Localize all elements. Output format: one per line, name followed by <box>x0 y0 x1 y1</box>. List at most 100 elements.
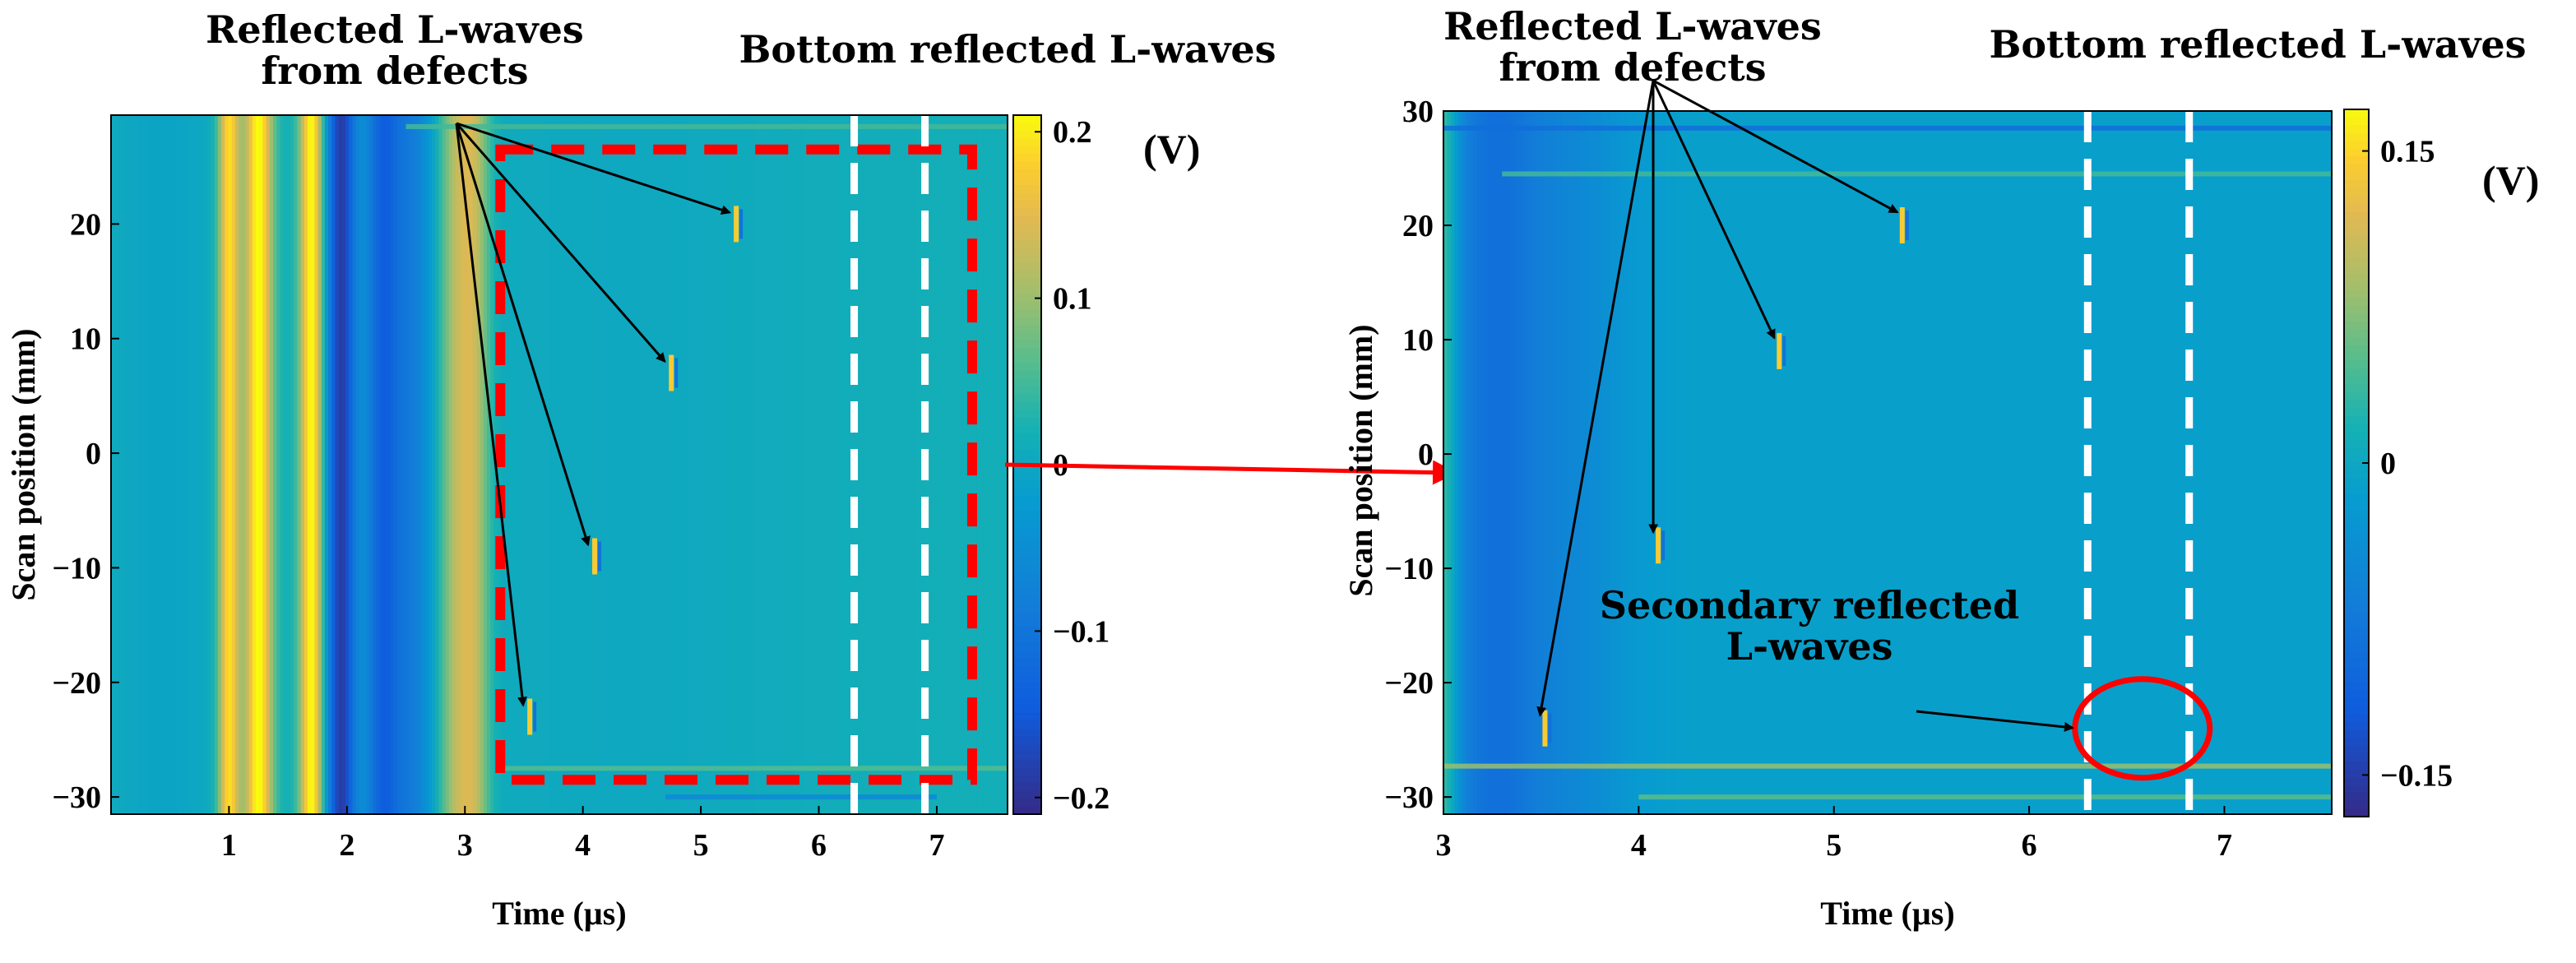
colorbar-segment <box>1013 775 1041 784</box>
heatmap-column <box>1621 111 1626 814</box>
y-tick-label: −20 <box>1384 666 1434 701</box>
colorbar-segment <box>2344 510 2369 519</box>
colorbar-segment <box>1013 200 1041 209</box>
heatmap-column <box>2124 111 2129 814</box>
colorbar-segment <box>1013 689 1041 698</box>
heatmap-column <box>1747 111 1752 814</box>
colorbar-segment <box>1013 790 1041 799</box>
heatmap-streak <box>1502 171 2332 177</box>
colorbar-segment <box>2344 211 2369 220</box>
heatmap-column <box>1654 111 1659 814</box>
heatmap-column <box>428 115 433 814</box>
heatmap-column <box>211 115 215 814</box>
heatmap-column <box>887 115 892 814</box>
colorbar-segment <box>2344 620 2369 629</box>
colorbar-segment <box>2344 525 2369 535</box>
colorbar-segment <box>2344 572 2369 581</box>
heatmap-column <box>290 115 294 814</box>
heatmap-column <box>1706 111 1711 814</box>
colorbar-segment <box>1013 208 1041 217</box>
heatmap-column <box>714 115 719 814</box>
heatmap-column <box>2095 111 2100 814</box>
heatmap-column <box>1513 111 1518 814</box>
colorbar-segment <box>1013 192 1041 201</box>
heatmap-column <box>890 115 895 814</box>
heatmap-column <box>1902 111 1907 814</box>
colorbar-segment <box>1013 371 1041 380</box>
colorbar-segment <box>1013 535 1041 544</box>
heatmap-column <box>2024 111 2029 814</box>
heatmap-column <box>656 115 660 814</box>
heatmap-column <box>1543 111 1548 814</box>
defect-arrow-right <box>1652 79 1899 214</box>
defect-echo-mark <box>734 206 739 243</box>
heatmap-column <box>1684 111 1689 814</box>
colorbar-segment <box>1013 285 1041 294</box>
heatmap-column <box>945 115 950 814</box>
colorbar-segment <box>1013 317 1041 326</box>
heatmap-column <box>269 115 274 814</box>
heatmap-column <box>1876 111 1881 814</box>
heatmap-column <box>2050 111 2055 814</box>
left-colorbar-unit: (V) <box>1143 126 1200 172</box>
colorbar-segment <box>1013 465 1041 474</box>
heatmap-column <box>1895 111 1900 814</box>
colorbar-segment <box>2344 234 2369 244</box>
heatmap-streak <box>500 766 1008 771</box>
heatmap-column <box>303 115 308 814</box>
heatmap-column <box>1558 111 1563 814</box>
heatmap-column <box>697 115 702 814</box>
heatmap-column <box>2147 111 2152 814</box>
colorbar-segment <box>2344 376 2369 386</box>
heatmap-column <box>1521 111 1526 814</box>
x-tick-label: 6 <box>2022 828 2037 863</box>
heatmap-column <box>1832 111 1837 814</box>
heatmap-column <box>1888 111 1893 814</box>
heatmap-column <box>2132 111 2137 814</box>
heatmap-column <box>632 115 636 814</box>
heatmap-column <box>1728 111 1733 814</box>
heatmap-column <box>473 115 477 814</box>
left-x-axis-label: Time (µs) <box>492 895 626 932</box>
heatmap-streak <box>1443 125 2332 131</box>
heatmap-column <box>2135 111 2140 814</box>
heatmap-column <box>1987 111 1992 814</box>
colorbar-segment <box>2344 463 2369 472</box>
heatmap-column <box>600 115 605 814</box>
heatmap-column <box>1666 111 1670 814</box>
heatmap-column <box>2243 111 2248 814</box>
heatmap-column <box>1740 111 1744 814</box>
heatmap-column <box>869 115 874 814</box>
heatmap-column <box>1550 111 1555 814</box>
colorbar-segment <box>1013 410 1041 419</box>
colorbar-segment <box>1013 573 1041 582</box>
colorbar-segment <box>2344 156 2369 165</box>
heatmap-column <box>1883 111 1888 814</box>
heatmap-column <box>445 115 450 814</box>
x-tick-label: 5 <box>693 828 709 863</box>
left-y-axis-label: Scan position (mm) <box>5 328 42 600</box>
colorbar-segment <box>1013 635 1041 644</box>
right-regions <box>2072 111 2213 814</box>
defect-echo-mark <box>1777 332 1782 369</box>
heatmap-column <box>300 115 305 814</box>
heatmap-column <box>1735 111 1740 814</box>
heatmap-column <box>1000 115 1005 814</box>
colorbar-segment <box>1013 627 1041 637</box>
heatmap-column <box>1614 111 1619 814</box>
colorbar-segment <box>2344 329 2369 338</box>
heatmap-column <box>2206 111 2211 814</box>
heatmap-column <box>1947 111 1952 814</box>
right-y-axis-label: Scan position (mm) <box>1342 324 1379 596</box>
heatmap-column <box>1466 111 1471 814</box>
heatmap-column <box>728 115 733 814</box>
colorbar-segment <box>1013 332 1041 341</box>
colorbar-segment <box>1013 604 1041 613</box>
heatmap-column <box>2036 111 2041 814</box>
defect-echo-mark <box>1542 710 1548 747</box>
heatmap-column <box>1717 111 1722 814</box>
heatmap-column <box>2224 111 2229 814</box>
heatmap-column <box>2006 111 2011 814</box>
heatmap-column <box>111 115 115 814</box>
heatmap-column <box>352 115 357 814</box>
